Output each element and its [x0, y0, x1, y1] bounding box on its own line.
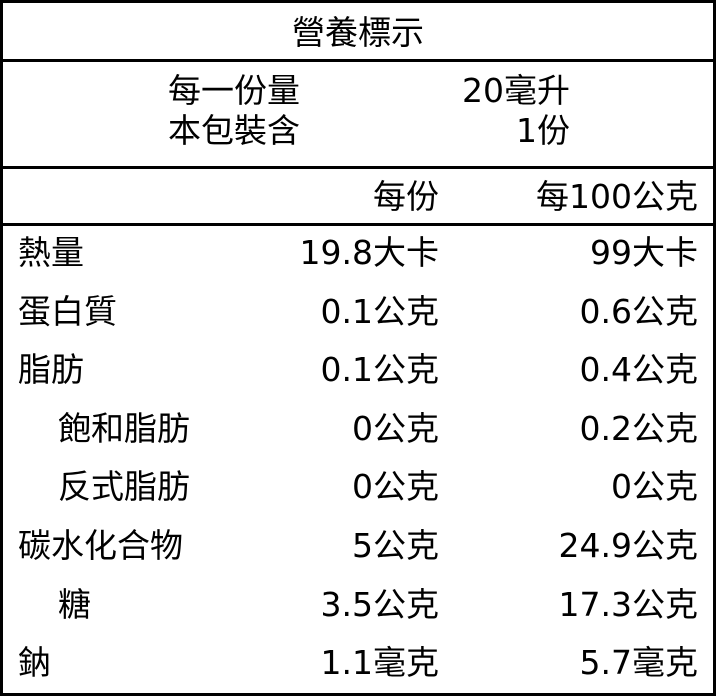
nutrient-name: 糖 [58, 584, 91, 624]
nutrient-name: 反式脂肪 [58, 467, 190, 507]
nutrient-name: 飽和脂肪 [58, 408, 190, 448]
per-serving: 0公克 [352, 408, 439, 448]
per-100g: 24.9公克 [558, 526, 698, 565]
per-serving: 1.1毫克 [320, 643, 439, 683]
title: 營養標示 [292, 13, 424, 52]
per-serving: 0.1公克 [320, 291, 439, 331]
per-100g: 0公克 [611, 467, 698, 507]
per-100g: 0.4公克 [579, 350, 698, 390]
per-100g: 5.7毫克 [579, 643, 698, 683]
serving-label: 每一份量 [168, 71, 300, 110]
per-serving: 19.8大卡 [299, 233, 439, 272]
per-100g: 99大卡 [590, 233, 698, 272]
per-100g: 0.6公克 [579, 291, 698, 331]
serving-value: 1份 [516, 111, 570, 150]
nutrient-name: 蛋白質 [18, 291, 117, 331]
nutrient-name: 熱量 [18, 233, 84, 272]
nutrient-name: 脂肪 [18, 350, 84, 390]
per-100g: 0.2公克 [579, 408, 698, 448]
column-header: 每份 [373, 177, 439, 216]
per-serving: 3.5公克 [320, 584, 439, 624]
divider [3, 223, 713, 226]
nutrient-name: 碳水化合物 [18, 526, 183, 565]
serving-label: 本包裝含 [168, 111, 300, 150]
column-header: 每100公克 [536, 177, 698, 216]
divider [3, 59, 713, 62]
per-100g: 17.3公克 [558, 584, 698, 624]
per-serving: 0公克 [352, 467, 439, 507]
per-serving: 0.1公克 [320, 350, 439, 390]
divider [3, 166, 713, 169]
per-serving: 5公克 [352, 526, 439, 565]
serving-value: 20毫升 [462, 71, 570, 110]
nutrient-name: 鈉 [18, 643, 51, 683]
